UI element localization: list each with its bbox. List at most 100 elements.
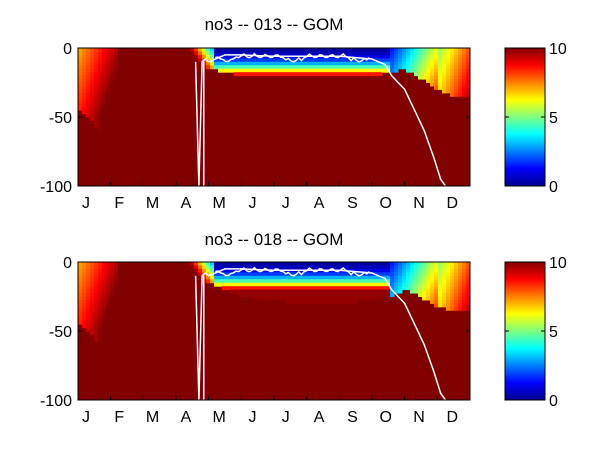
heatmap-cell: [230, 68, 235, 73]
heatmap-cell: [258, 265, 263, 270]
heatmap-cell: [398, 65, 403, 70]
heatmap-cell: [334, 61, 339, 66]
heatmap-cell: [130, 48, 135, 52]
heatmap-cell: [102, 120, 107, 125]
heatmap-cell: [318, 51, 323, 56]
heatmap-cell: [242, 272, 247, 277]
heatmap-cell: [382, 282, 387, 287]
heatmap-cell: [250, 65, 255, 70]
heatmap-cell: [110, 313, 115, 318]
heatmap-cell: [78, 92, 83, 97]
heatmap-cell: [262, 262, 267, 266]
heatmap-cell: [350, 72, 355, 77]
heatmap-cell: [98, 317, 103, 322]
heatmap-cell: [102, 99, 107, 104]
heatmap-cell: [386, 262, 391, 266]
heatmap-cell: [438, 79, 443, 83]
heatmap-cell: [346, 293, 351, 297]
heatmap-cell: [130, 272, 135, 277]
heatmap-cell: [358, 54, 363, 59]
heatmap-cell: [414, 286, 419, 291]
heatmap-cell: [286, 296, 291, 301]
heatmap-cell: [450, 92, 455, 97]
heatmap-cell: [94, 72, 99, 77]
heatmap-cell: [354, 48, 359, 52]
heatmap-cell: [162, 268, 167, 273]
heatmap-cell: [466, 282, 470, 287]
heatmap-cell: [94, 96, 99, 101]
heatmap-cell: [90, 299, 95, 304]
heatmap-cell: [262, 65, 267, 70]
heatmap-cell: [242, 54, 247, 59]
heatmap-cell: [454, 289, 459, 294]
heatmap-cell: [466, 286, 470, 291]
heatmap-cell: [78, 265, 83, 270]
heatmap-cell: [110, 92, 115, 97]
heatmap-cell: [310, 72, 315, 77]
heatmap-cell: [78, 279, 83, 284]
colorbar-tick-label: 10: [549, 255, 567, 272]
heatmap-cell: [302, 293, 307, 297]
heatmap-cell: [442, 85, 447, 90]
heatmap-cell: [302, 68, 307, 73]
heatmap-cell: [102, 303, 107, 308]
heatmap-cell: [262, 293, 267, 297]
heatmap-cell: [286, 61, 291, 66]
heatmap-cell: [78, 103, 83, 108]
heatmap-cell: [190, 262, 195, 266]
heatmap-cell: [446, 289, 451, 294]
heatmap-cell: [350, 282, 355, 287]
heatmap-cell: [158, 51, 163, 56]
heatmap-cell: [218, 51, 223, 56]
heatmap-cell: [382, 289, 387, 294]
heatmap-cell: [314, 68, 319, 73]
heatmap-cell: [322, 265, 327, 270]
x-tick-label: O: [379, 409, 391, 426]
heatmap-cell: [306, 275, 311, 280]
heatmap-cell: [422, 72, 427, 77]
heatmap-cell: [238, 68, 243, 73]
heatmap-cell: [418, 286, 423, 291]
heatmap-cell: [106, 134, 111, 139]
heatmap-cell: [86, 82, 91, 87]
heatmap-cell: [346, 296, 351, 301]
heatmap-cell: [86, 68, 91, 73]
heatmap-cell: [174, 262, 179, 266]
heatmap-cell: [438, 75, 443, 80]
heatmap-cell: [278, 72, 283, 77]
heatmap-cell: [254, 65, 259, 70]
heatmap-cell: [270, 68, 275, 73]
heatmap-cell: [426, 275, 431, 280]
heatmap-cell: [318, 68, 323, 73]
heatmap-cell: [114, 268, 119, 273]
heatmap-cell: [246, 65, 251, 70]
heatmap-cell: [206, 265, 211, 270]
heatmap-cell: [414, 48, 419, 52]
heatmap-cell: [102, 262, 107, 266]
heatmap-cell: [322, 65, 327, 70]
heatmap-cell: [442, 275, 447, 280]
heatmap-cell: [330, 65, 335, 70]
heatmap-cell: [346, 65, 351, 70]
heatmap-cell: [234, 51, 239, 56]
heatmap-cell: [94, 120, 99, 125]
heatmap-cell: [402, 51, 407, 56]
y-tick-label: -50: [49, 324, 72, 341]
heatmap-cell: [110, 306, 115, 311]
heatmap-cell: [78, 320, 83, 325]
heatmap-cell: [390, 51, 395, 56]
heatmap-cell: [426, 296, 431, 301]
heatmap-cell: [238, 286, 243, 291]
heatmap-cell: [458, 92, 463, 97]
heatmap-cell: [98, 127, 103, 132]
heatmap-cell: [358, 296, 363, 301]
heatmap-cell: [82, 268, 87, 273]
heatmap-cell: [430, 296, 435, 301]
heatmap-cell: [422, 262, 427, 266]
heatmap-cell: [330, 262, 335, 266]
heatmap-cell: [230, 65, 235, 70]
heatmap-cell: [166, 54, 171, 59]
heatmap-cell: [230, 289, 235, 294]
heatmap-cell: [278, 265, 283, 270]
heatmap-cell: [418, 282, 423, 287]
